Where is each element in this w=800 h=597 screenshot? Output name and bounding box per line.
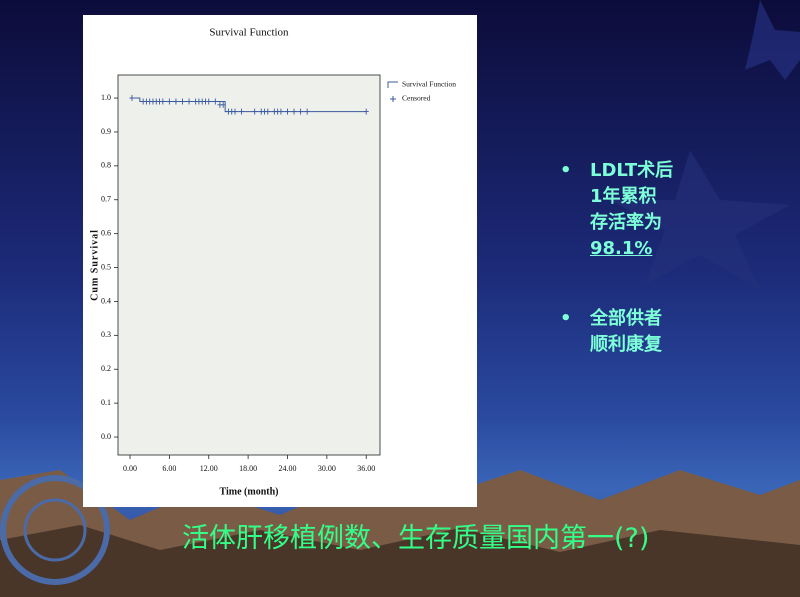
x-axis-label: Time (month) [220,486,279,497]
y-tick-label: 1.0 [101,93,111,102]
x-tick-label: 30.00 [318,464,336,473]
censored-mark [220,101,226,108]
x-tick-label: 36.00 [357,464,375,473]
x-tick-label: 0.00 [123,464,137,473]
bullet-line: 98.1% [590,238,653,259]
bullet: • 全部供者顺利康复 [560,306,662,358]
y-axis-label: Cum Survival [89,229,100,301]
censored-mark [304,108,310,115]
censored-mark [179,98,185,105]
legend-label: Survival Function [402,80,456,89]
footer-title: 活体肝移植例数、生存质量国内第一(?) [182,523,650,554]
bullet-dot: • [560,160,572,181]
censored-mark [265,108,271,115]
x-tick-label: 12.00 [200,464,218,473]
censored-mark [291,108,297,115]
y-tick-label: 0.3 [101,330,111,339]
chart: Survival Function Time (month) Cum Survi… [83,15,477,507]
y-tick-label: 0.8 [101,161,111,170]
y-tick-label: 0.7 [101,195,111,204]
y-tick-label: 0.6 [101,228,111,237]
censored-mark [239,108,245,115]
chart-title: Survival Function [209,27,289,39]
censored-mark [206,98,212,105]
censored-mark [284,108,290,115]
bullet-line: 1年累积 [590,186,657,207]
y-tick-label: 0.9 [101,127,111,136]
x-tick-label: 6.00 [162,464,176,473]
censored-mark [212,98,218,105]
censored-mark [298,108,304,115]
legend-symbol [390,96,396,102]
x-tick-label: 18.00 [239,464,257,473]
x-tick-label: 24.00 [278,464,296,473]
legend-symbol [387,81,398,88]
censored-mark [129,95,135,102]
censored-mark [363,108,369,115]
censored-mark [278,108,284,115]
bullet-line: LDLT术后 [590,160,674,181]
y-tick-label: 0.4 [101,296,111,305]
censored-mark [160,98,166,105]
bullet-line: 存活率为 [590,212,662,233]
plot-area [117,74,381,456]
censored-mark [232,108,238,115]
censored-mark [252,108,258,115]
bullet: • LDLT术后 1年累积存活率为 98.1% [560,158,673,262]
legend-label: Censored [402,94,431,103]
y-tick-label: 0.5 [101,262,111,271]
bullet-line: 顺利康复 [590,334,662,355]
y-tick-label: 0.0 [101,432,111,441]
bullet-dot: • [560,308,572,329]
bullet-line: 全部供者 [590,308,662,329]
censored-mark [186,98,192,105]
censored-mark [166,98,172,105]
censored-mark [173,98,179,105]
y-tick-label: 0.2 [101,364,111,373]
y-tick-label: 0.1 [101,398,111,407]
